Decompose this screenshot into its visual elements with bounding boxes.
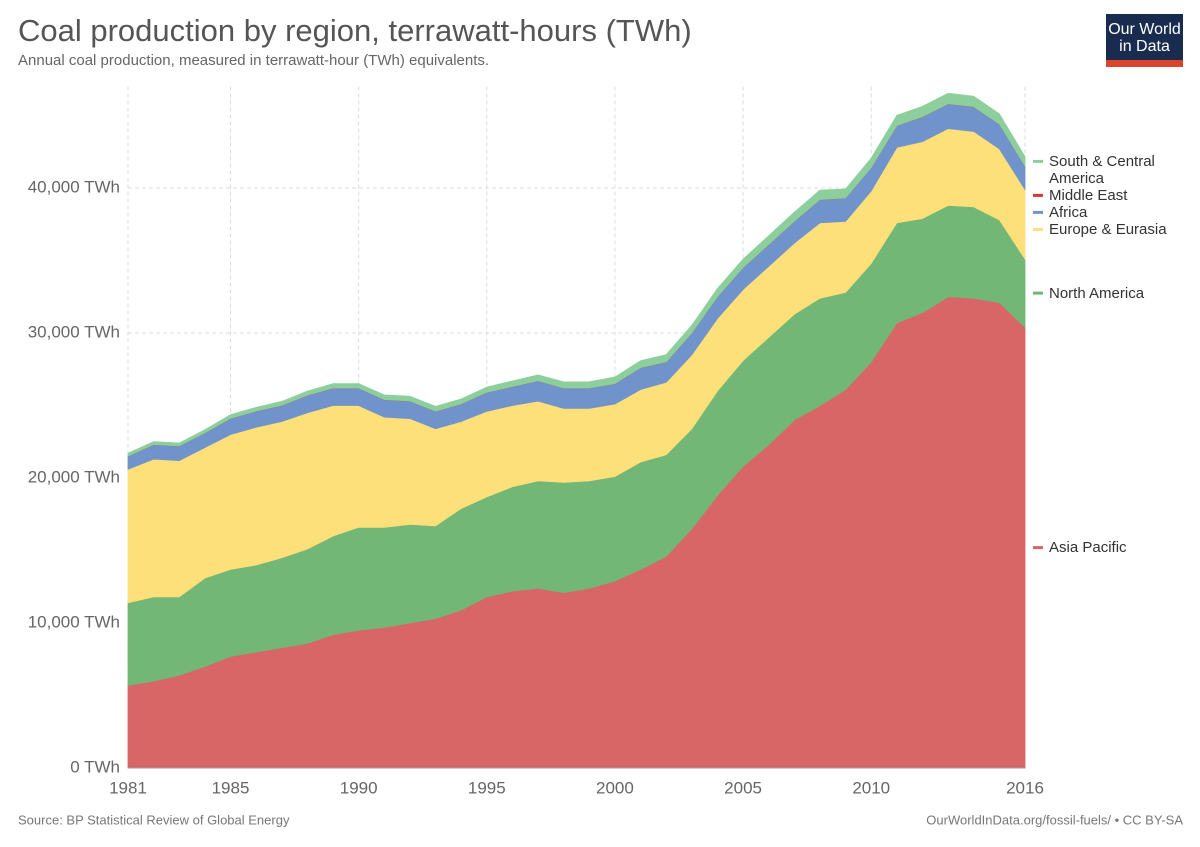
y-tick-label: 10,000 TWh — [28, 612, 120, 631]
legend-label: South & Central America — [1049, 152, 1155, 187]
area — [127, 92, 1026, 457]
y-tick-label: 20,000 TWh — [28, 467, 120, 486]
legend-label: North America — [1049, 284, 1145, 302]
y-tick-label: 30,000 TWh — [28, 322, 120, 341]
license: OurWorldInData.org/fossil-fuels/ • CC BY… — [926, 812, 1183, 827]
y-tick-label: 0 TWh — [70, 757, 120, 776]
x-tick-label: 1985 — [212, 778, 250, 797]
legend-label: Middle East — [1049, 186, 1128, 204]
chart-subtitle: Annual coal production, measured in terr… — [18, 52, 489, 69]
legend-label: Asia Pacific — [1049, 539, 1127, 557]
y-tick-label: 40,000 TWh — [28, 177, 120, 196]
chart-title: Coal production by region, terrawatt-hou… — [18, 13, 692, 48]
logo-text: in Data — [1119, 38, 1170, 55]
logo-text: Our World — [1108, 21, 1181, 38]
x-tick-label: 2016 — [1006, 778, 1044, 797]
x-tick-label: 2000 — [596, 778, 634, 797]
logo-box — [1106, 14, 1183, 67]
logo-bar — [1106, 60, 1183, 67]
legend-label: Europe & Eurasia — [1049, 220, 1167, 238]
x-tick-label: 1990 — [340, 778, 378, 797]
x-tick-label: 1981 — [109, 778, 147, 797]
source: Source: BP Statistical Review of Global … — [18, 812, 290, 827]
legend-label: Africa — [1049, 203, 1088, 221]
x-tick-label: 2010 — [852, 778, 890, 797]
x-tick-label: 2005 — [724, 778, 762, 797]
areas — [127, 92, 1026, 769]
x-tick-label: 1995 — [468, 778, 506, 797]
